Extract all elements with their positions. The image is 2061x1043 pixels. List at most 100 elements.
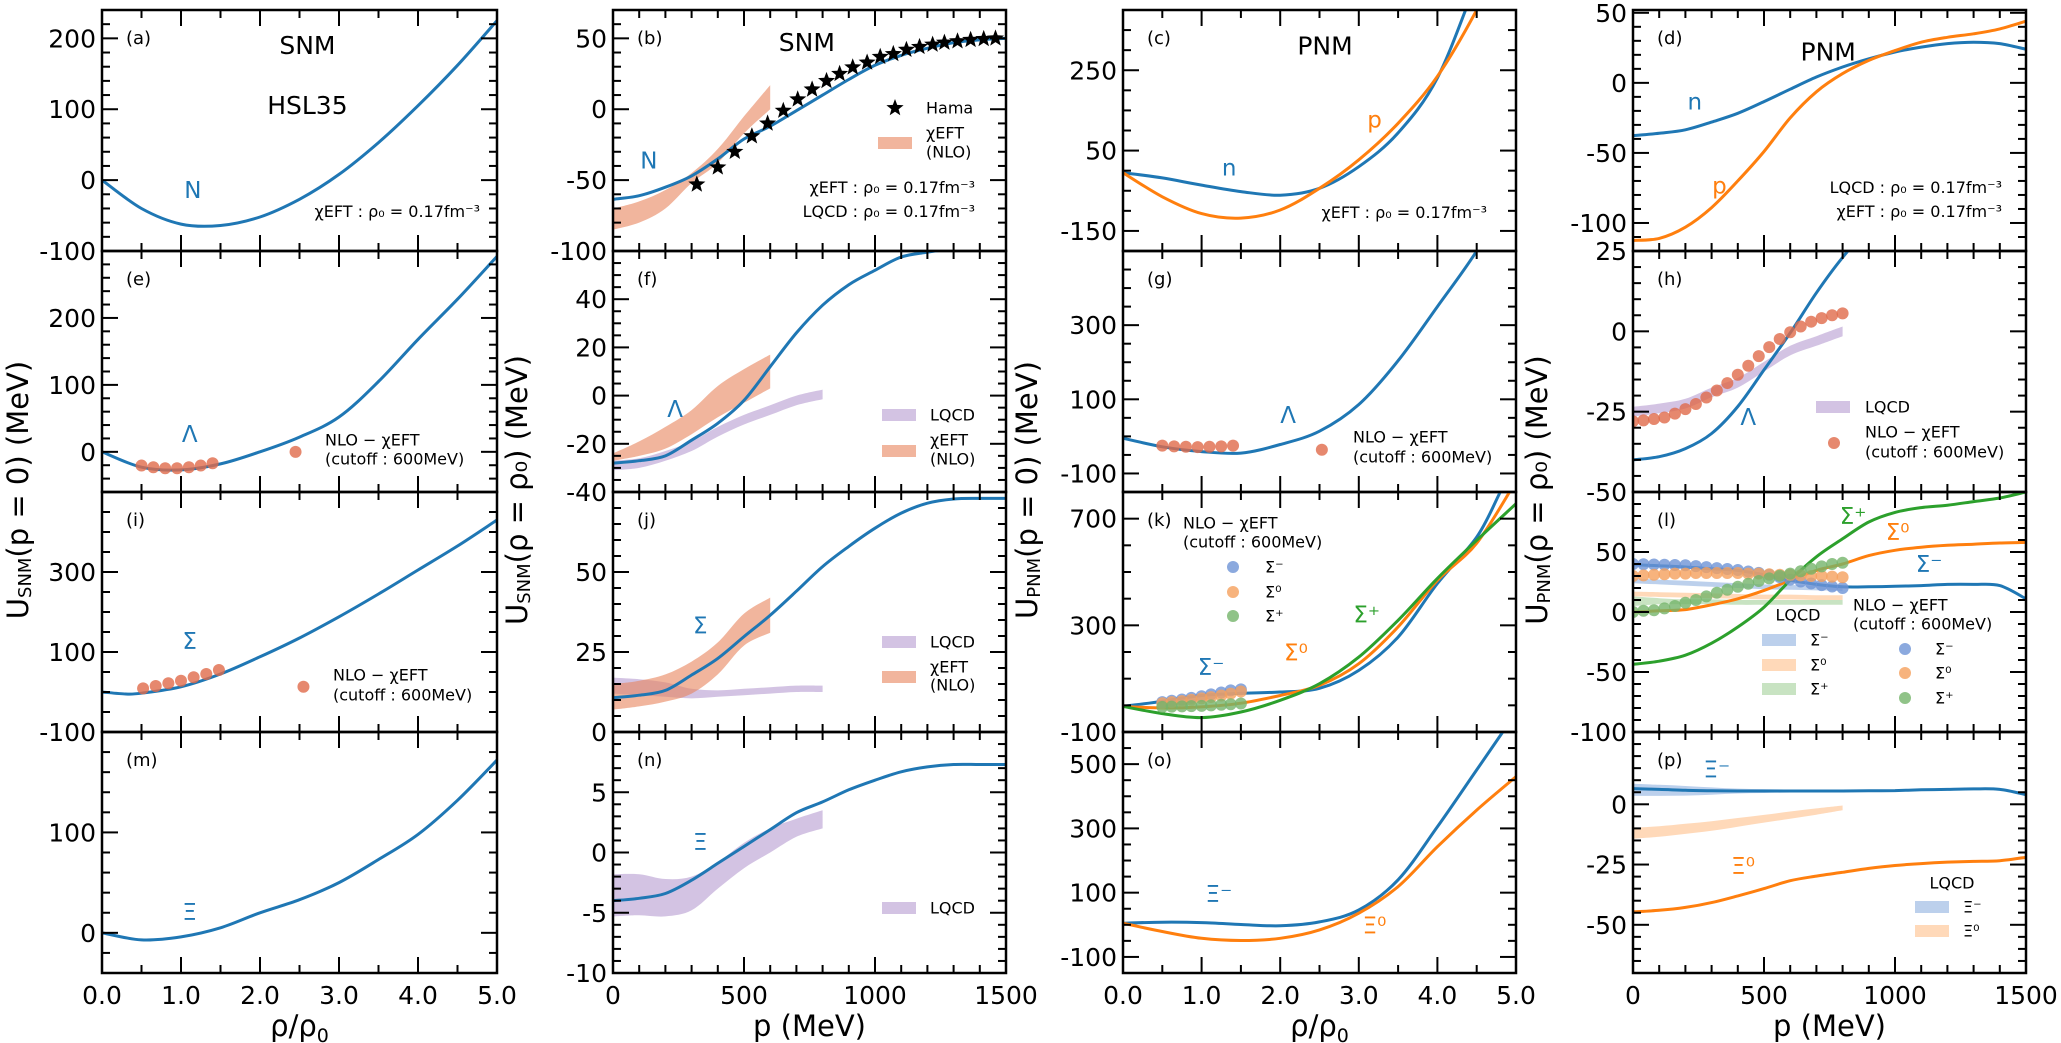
scatter-point: [1815, 312, 1828, 325]
curve-Λ: [613, 251, 947, 465]
annotation: SNM: [279, 31, 335, 60]
scatter-point: [1156, 700, 1169, 713]
x-ticks: [1632, 251, 2027, 492]
panel-label: (g): [1147, 269, 1172, 290]
scatter-point: [1195, 699, 1208, 712]
annotation: PNM: [1297, 32, 1352, 61]
scatter-point: [1689, 594, 1702, 606]
scatter-point: [1658, 558, 1671, 571]
curve-Σ: [102, 518, 497, 696]
panel-i: -100 100 300 (i) Σ NLO − χEFT(cutoff : 600MeV…: [39, 490, 499, 747]
annotation: n: [1222, 156, 1237, 182]
plot-area: [1123, 251, 1479, 455]
scatter-point: [1826, 570, 1839, 583]
star-point: [774, 101, 792, 118]
y-tick-label: -5: [582, 899, 607, 928]
plot-area: [1123, 492, 1516, 720]
legend-dot-marker: [297, 680, 310, 693]
x-tick-label: 3.0: [1339, 981, 1379, 1010]
y-tick-label: -150: [1060, 217, 1117, 246]
legend-text: (NLO): [930, 450, 975, 469]
annotation: Σ⁻: [1916, 552, 1943, 578]
legend-text: (cutoff : 600MeV): [325, 450, 464, 469]
scatter-point: [1721, 583, 1734, 596]
y-tick-label: 0: [80, 166, 96, 195]
scatter-point: [1668, 567, 1681, 580]
y-tick-label: 50: [575, 24, 607, 53]
scatter-point: [1633, 415, 1639, 428]
y-tick-label: 300: [1069, 611, 1117, 640]
legend: LQCD NLO − χEFT(cutoff : 600MeV): [1816, 398, 2004, 462]
y-ticks: [1123, 731, 1516, 974]
y-axis-label-main: U: [500, 604, 534, 625]
panel-label: (k): [1147, 510, 1171, 531]
legend-dot-marker: [1828, 437, 1840, 449]
x-tick-label: 1500: [974, 981, 1038, 1010]
panel-f: -40 -20 0 20 40 (f) Λ LQCD χEFT(NLO): [566, 249, 1008, 507]
star-point: [844, 58, 862, 75]
y-axis-label: USNM(p = 0) (MeV): [1, 361, 36, 619]
scatter-point: [1224, 687, 1237, 700]
annotation: N: [640, 149, 657, 175]
scatter-point: [1815, 579, 1828, 592]
curve-n: [1633, 40, 2026, 138]
legend: LQCD Σ⁻ Σ⁰ Σ⁺ NLO − χEFT(cutoff : 600MeV) Σ⁻ Σ…: [1762, 596, 1992, 708]
scatter-point: [1742, 359, 1755, 372]
scatter-point: [1710, 586, 1723, 599]
scatter-point: [1215, 440, 1228, 453]
panel-label: (l): [1657, 510, 1676, 531]
scatter-point: [1710, 567, 1723, 579]
y-axis-label-main: U: [1010, 598, 1044, 619]
y-tick-label: 0: [1611, 317, 1627, 346]
panel-label: (p): [1657, 750, 1682, 771]
star-point: [726, 142, 744, 159]
annotation: SNM: [779, 28, 835, 57]
x-axis-label: ρ/ρ0: [1290, 1009, 1349, 1043]
scatter-point: [1205, 699, 1218, 712]
y-tick-label: -25: [1586, 398, 1627, 427]
panel-c: -150 50 250 (c) PNM n p χEFT : ρ₀ = 0.17fm⁻³: [1060, 8, 1518, 253]
star-point: [949, 32, 967, 49]
y-tick-label: -50: [1586, 478, 1627, 507]
axes-frame: [611, 730, 1008, 975]
annotation: Σ⁻: [1198, 655, 1225, 681]
scatter-point: [1679, 567, 1692, 580]
curve-Σ⁺: [1633, 492, 2026, 666]
x-axis-label-main: ρ/ρ: [1290, 1009, 1337, 1043]
x-ticks: [1122, 492, 1517, 732]
y-tick-label: 100: [48, 638, 96, 667]
y-tick-label: -100: [1060, 943, 1117, 972]
star-point: [743, 127, 761, 144]
y-tick-label: -100: [39, 718, 96, 747]
legend-band-swatch: [882, 671, 916, 683]
star-point: [924, 35, 942, 52]
y-ticks: [613, 491, 1006, 733]
panel-d: -100 -50 0 50 (d) PNM n p LQCD : ρ₀ = 0.17fm⁻³ χE…: [1570, 0, 2028, 253]
x-tick-label: 5.0: [1496, 981, 1536, 1010]
legend-text: LQCD: [1776, 606, 1821, 625]
curve-Λ: [1633, 251, 1850, 462]
legend-band-swatch: [878, 137, 912, 149]
y-tick-label: -40: [566, 478, 607, 507]
star-point: [897, 40, 915, 57]
panel-e: 0 100 200 (e) Λ NLO − χEFT(cutoff : 600MeV): [48, 249, 499, 494]
legend-text: (cutoff : 600MeV): [1183, 533, 1322, 552]
curve-Λ: [102, 255, 497, 472]
y-tick-label: 700: [1069, 505, 1117, 534]
legend-text: NLO − χEFT: [1353, 428, 1448, 447]
note: χEFT : ρ₀ = 0.17fm⁻³: [315, 202, 480, 221]
legend-text: Σ⁺: [1810, 680, 1829, 699]
scatter-point: [1805, 315, 1818, 328]
legend-text: LQCD: [930, 899, 975, 918]
y-tick-label: 20: [575, 333, 607, 362]
x-axis-label: p (MeV): [1773, 1009, 1886, 1043]
annotation: n: [1688, 89, 1703, 115]
y-tick-label: 100: [48, 95, 96, 124]
annotation: Σ⁺: [1840, 504, 1867, 530]
panel-label: (j): [637, 510, 656, 531]
y-tick-label: -50: [1586, 911, 1627, 940]
scatter-point: [1763, 572, 1776, 585]
scatter-point: [1637, 414, 1650, 427]
x-tick-label: 0.0: [82, 981, 122, 1010]
